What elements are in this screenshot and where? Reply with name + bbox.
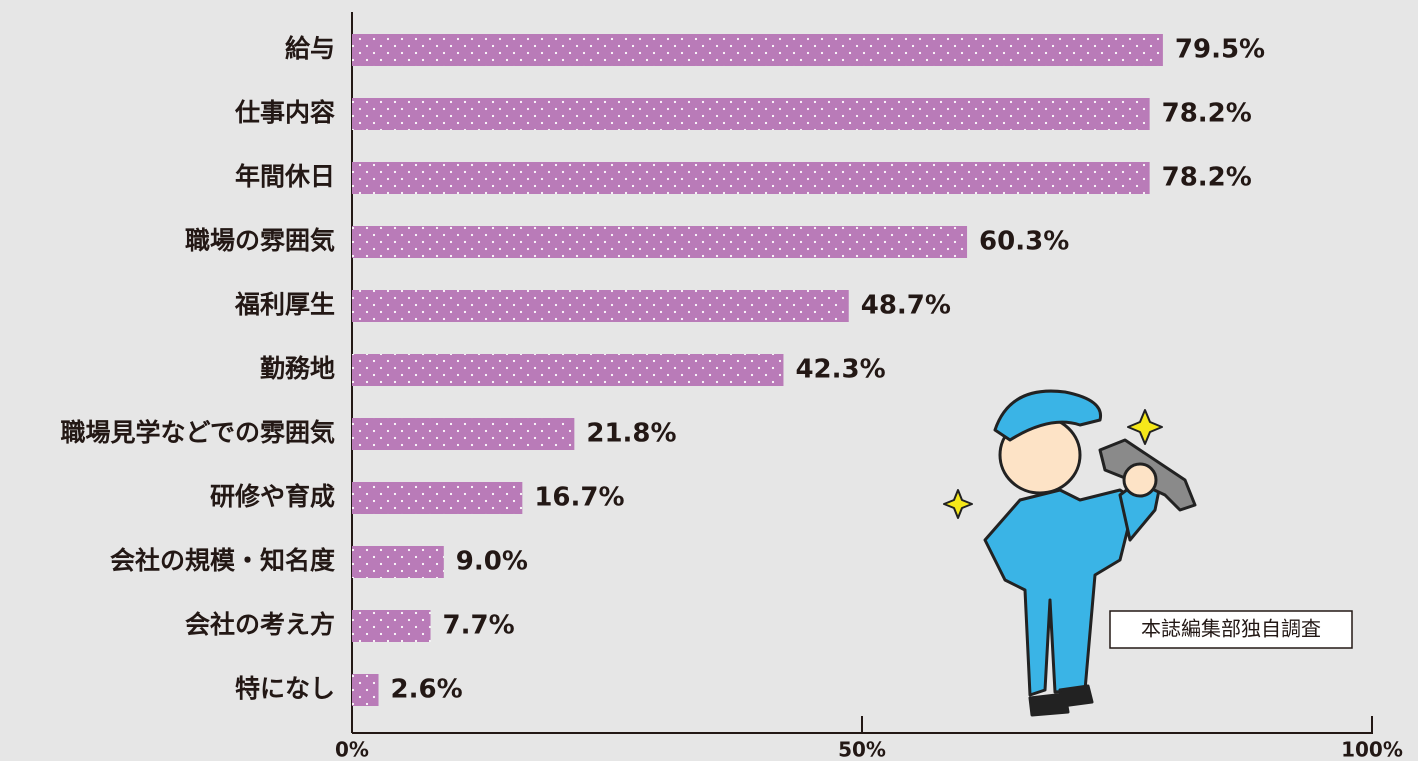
category-label: 職場の雰囲気 [185, 226, 335, 255]
bar [352, 674, 379, 706]
value-label: 42.3% [795, 355, 885, 385]
category-label: 福利厚生 [234, 290, 335, 319]
category-label: 会社の規模・知名度 [110, 546, 335, 575]
bar [352, 34, 1163, 66]
value-label: 16.7% [534, 483, 624, 513]
category-label: 特になし [235, 674, 335, 703]
x-tick-label: 100% [1341, 738, 1403, 761]
category-label: 給与 [285, 34, 335, 63]
x-tick-label: 0% [335, 738, 369, 761]
bar [352, 354, 783, 386]
value-label: 79.5% [1175, 35, 1265, 65]
bar [352, 546, 444, 578]
bar [352, 98, 1150, 130]
value-label: 60.3% [979, 227, 1069, 257]
value-label: 78.2% [1162, 163, 1252, 193]
value-label: 2.6% [391, 675, 463, 705]
value-label: 7.7% [443, 611, 515, 641]
chart: 本誌編集部独自調査 0% 50% 100% 給与 79.5% 仕事内容 78.2% 年間休日 7… [0, 0, 1418, 761]
bar [352, 482, 522, 514]
bar [352, 290, 849, 322]
category-label: 勤務地 [260, 354, 335, 383]
x-tick-label: 50% [838, 738, 886, 761]
source-note: 本誌編集部独自調査 [1141, 617, 1321, 641]
value-label: 21.8% [586, 419, 676, 449]
value-label: 48.7% [861, 291, 951, 321]
value-label: 78.2% [1162, 99, 1252, 129]
category-label: 研修や育成 [210, 482, 335, 511]
category-label: 仕事内容 [234, 98, 335, 127]
category-label: 年間休日 [235, 162, 335, 191]
bar [352, 610, 431, 642]
bar [352, 162, 1150, 194]
bar [352, 226, 967, 258]
value-label: 9.0% [456, 547, 528, 577]
bar [352, 418, 574, 450]
page: 本誌編集部独自調査 0% 50% 100% 給与 79.5% 仕事内容 78.2% 年間休日 7… [0, 0, 1418, 761]
category-label: 職場見学などでの雰囲気 [60, 418, 335, 447]
category-label: 会社の考え方 [185, 610, 335, 639]
